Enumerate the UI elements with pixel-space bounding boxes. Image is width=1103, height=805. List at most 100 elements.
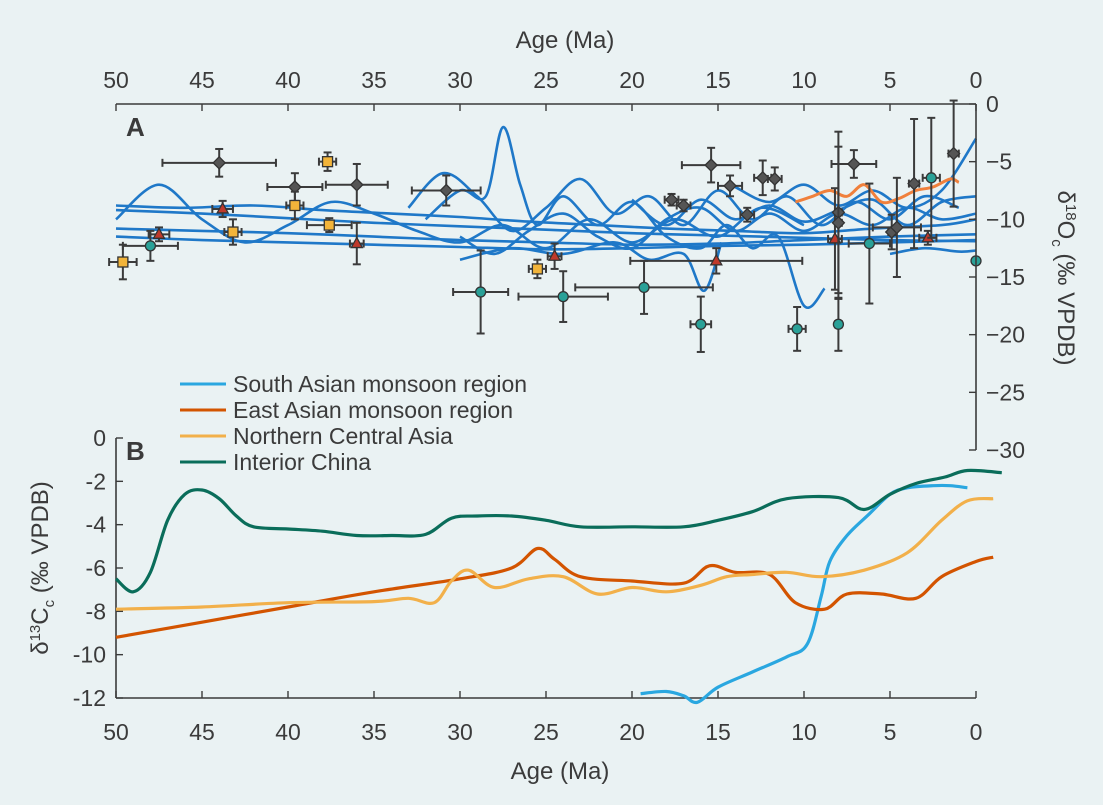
panel-b-ytick-label: -2 [86, 468, 106, 494]
marker-triangle [350, 236, 364, 249]
panel-a-ytick-label: −10 [986, 206, 1025, 232]
panel-a-label: A [126, 112, 145, 142]
panel-b-ytick-label: 0 [93, 425, 106, 451]
legend-item-east-asian: East Asian monsoon region [180, 397, 513, 423]
marker-diamond [704, 158, 719, 173]
panel-b-ytick-label: -6 [86, 555, 106, 581]
panel-b-ytick-label: -10 [73, 642, 106, 668]
marker-circle [695, 318, 707, 330]
marker-diamond [212, 155, 227, 170]
panel-a-point [946, 99, 961, 208]
panel-a-point [921, 116, 941, 239]
marker-diamond [831, 215, 846, 230]
marker-circle [863, 237, 876, 250]
marker-diamond [439, 183, 454, 198]
legend-label: South Asian monsoon region [233, 371, 527, 397]
marker-diamond [907, 176, 921, 191]
legend-label: East Asian monsoon region [233, 397, 513, 423]
panel-b-axes: 50 45 40 35 30 25 20 15 10 5 00-2-4-6-8-10-12 [73, 425, 983, 745]
panel-b-label: B [126, 436, 145, 466]
panel-b-xtick-label: 5 [884, 719, 897, 745]
panel-b-xtick-label: 15 [705, 719, 731, 745]
series-south-asian-line [640, 483, 968, 705]
panel-a-xtick-label: 25 [533, 67, 559, 93]
marker-circle [832, 318, 845, 330]
marker-diamond [755, 170, 770, 185]
marker-square [531, 263, 544, 275]
marker-circle [925, 172, 937, 184]
panel-a-xtick-label: 45 [189, 67, 215, 93]
panel-b-xtick-label: 0 [970, 719, 983, 745]
panel-b-ytick-label: -4 [86, 512, 107, 538]
panel-a: 50 45 40 35 30 25 20 15 10 5 00−5−10−15−20−25−30 A… [103, 27, 1079, 463]
marker-diamond [723, 178, 737, 193]
panel-a-point [689, 295, 713, 353]
panel-a-isotope-curve [407, 171, 960, 233]
marker-diamond [946, 146, 961, 161]
panel-b-xtick-label: 40 [275, 719, 301, 745]
panel-b-ytick-label: -8 [86, 598, 106, 624]
panel-a-point [348, 221, 365, 266]
legend-item-interior-china: Interior China [180, 449, 371, 475]
marker-triangle [548, 248, 562, 261]
marker-circle [638, 281, 650, 294]
marker-diamond [349, 177, 364, 192]
panel-a-point [574, 259, 714, 315]
panel-a-ytick-label: −25 [986, 379, 1025, 405]
panel-a-isotope-curve [115, 204, 977, 235]
panel-a-isotope-curve [459, 241, 723, 293]
panel-a-xlabel: Age (Ma) [516, 27, 615, 54]
marker-circle [791, 323, 803, 335]
panel-a-point [305, 217, 353, 234]
panel-a-orange-curve [794, 177, 960, 205]
panel-a-point [410, 174, 482, 207]
panel-a-xtick-label: 0 [970, 67, 983, 93]
marker-square [117, 256, 129, 268]
panel-a-point [766, 166, 783, 192]
panel-b-xtick-label: 45 [189, 719, 215, 745]
panel-a-point [675, 198, 692, 213]
panel-a-points [108, 99, 982, 353]
panel-a-point [831, 145, 846, 300]
panel-a-point [830, 149, 878, 179]
panel-a-point [907, 117, 921, 250]
panel-a-ytick-label: 0 [986, 91, 999, 117]
marker-square [323, 219, 335, 231]
panel-b-xtick-label: 50 [103, 719, 129, 745]
panel-b-ylabel: δ13Cc (‰ VPDB) [27, 481, 58, 655]
panel-b-ytick-label: -12 [73, 685, 106, 711]
legend-item-south-asian: South Asian monsoon region [180, 371, 527, 397]
panel-a-isotope-curve [889, 246, 977, 256]
marker-square [321, 156, 334, 168]
panel-a-point [527, 258, 547, 280]
panel-b-xtick-label: 30 [447, 719, 473, 745]
panel-a-point [663, 192, 680, 207]
marker-diamond [889, 220, 904, 235]
panel-a-isotope-curve [734, 137, 978, 210]
series-northern-central-asia-line [115, 496, 994, 611]
panel-a-curves [115, 125, 978, 309]
panel-a-ytick-label: −5 [986, 149, 1012, 175]
marker-diamond [767, 172, 782, 186]
panel-a-xtick-label: 15 [705, 67, 731, 93]
panel-a-xtick-label: 10 [791, 67, 817, 93]
marker-diamond [740, 207, 755, 222]
panel-a-point [147, 226, 171, 243]
panel-a-axes: 50 45 40 35 30 25 20 15 10 5 00−5−10−15−20−25−30 [103, 67, 1025, 463]
marker-circle [557, 290, 569, 303]
panel-a-point [285, 190, 305, 221]
panel-b-xtick-label: 20 [619, 719, 645, 745]
panel-b: 50 45 40 35 30 25 20 15 10 5 00-2-4-6-8-10-12 B Ag… [27, 425, 1002, 785]
panel-a-ytick-label: −20 [986, 322, 1025, 348]
panel-a-point [121, 229, 179, 262]
panel-b-xtick-label: 35 [361, 719, 387, 745]
panel-a-xtick-label: 35 [361, 67, 387, 93]
panel-a-point [739, 206, 756, 223]
marker-diamond [676, 198, 691, 213]
panel-a-xtick-label: 50 [103, 67, 129, 93]
panel-a-isotope-curve [459, 206, 977, 256]
panel-a-point [161, 147, 277, 178]
marker-diamond [664, 192, 679, 207]
